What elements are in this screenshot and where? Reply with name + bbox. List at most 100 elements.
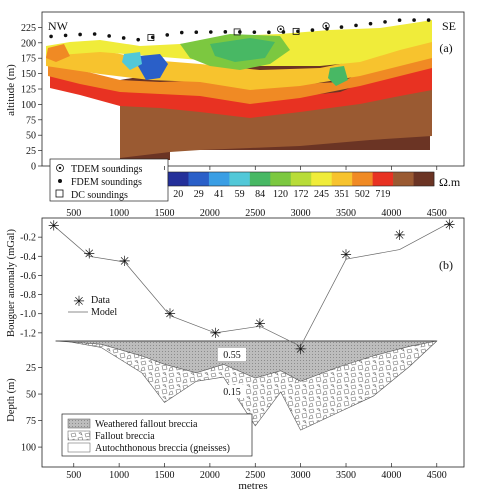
fdem-sounding-marker (136, 37, 140, 42)
resistivity-section (46, 20, 432, 160)
fallout-legend-swatch (67, 430, 91, 441)
panel-a-ylabel: altitude (m) (5, 64, 17, 116)
density-label-015-bg (218, 385, 246, 398)
panel-b-x-tick-label: 3000 (291, 470, 311, 481)
colorbar-tick-label: 172 (294, 189, 309, 200)
panel-a-y-tick-label: 175 (21, 54, 36, 65)
data-series-marker: ✳ (444, 219, 456, 234)
data-series-marker: ✳ (394, 229, 406, 244)
data-series-marker: ✳ (295, 343, 307, 358)
panel-a-y-tick-label: 75 (26, 115, 36, 126)
colorbar: 20 29 41 59 84 120 172 245 351 502 719 Ω.m (167, 171, 461, 200)
fdem-sounding-marker (78, 32, 82, 37)
section-cyan-pocket (122, 52, 142, 70)
panel-b-x-tick-label: 3500 (336, 470, 356, 481)
panel-a-y-tick-label: 50 (26, 131, 36, 142)
tdem-sounding-marker-center (279, 27, 282, 31)
depth-y-tick-label: 25 (26, 363, 36, 374)
data-series-marker: ✳ (254, 317, 266, 332)
panel-a-y-tick-label: 0 (31, 162, 36, 173)
tdem-sounding-marker (277, 25, 285, 33)
panel-b-y-tick-label: -1.2 (20, 328, 36, 339)
sounding-legend: TDEM soundings FDEM soundings DC soundin… (49, 158, 169, 202)
nw-label: NW (48, 19, 69, 33)
fdem-sounding-marker (92, 32, 97, 36)
colorbar-cell (290, 172, 312, 186)
colorbar-tick-label: 20 (173, 189, 183, 200)
fdem-sounding-marker (121, 36, 126, 40)
panel-b-x-tick-label: 4000 (381, 470, 401, 481)
colorbar-cells (167, 171, 435, 187)
panel-b-x-tick-label: 1500 (155, 470, 175, 481)
fdem-sounding-marker (252, 30, 257, 34)
colorbar-cell (249, 172, 271, 186)
data-series-marker: ✳ (83, 247, 95, 262)
panel-a-y-tick-label: 125 (21, 85, 36, 96)
lithology-legend-box (61, 413, 253, 457)
panel-a-x-tick-label: 1000 (109, 208, 129, 219)
colorbar-cell (168, 172, 189, 186)
panel-b: (b) Bouguer anomaly (mGal) Depth (m) -0.… (6, 217, 465, 492)
panel-b-x-tick-label: 2500 (245, 470, 265, 481)
data-series-marker: ✳ (209, 327, 221, 342)
density-label-015: 0.15 (223, 387, 241, 398)
panel-a-x-tick-label: 4500 (427, 208, 447, 219)
data-series-marker: ✳ (340, 248, 352, 263)
panel-b-ylabel: Bouguer anomaly (mGal) (6, 229, 17, 337)
panel-a-y-tick-label: 225 (21, 23, 36, 34)
sounding-markers (49, 18, 431, 42)
colorbar-tick-label: 59 (235, 189, 245, 200)
model-series-line (53, 222, 450, 347)
panel-a-x-tick-label: 4000 (381, 208, 401, 219)
panel-b-label: (b) (439, 258, 453, 272)
depth-y-ticks: 25 50 75 100 (21, 363, 42, 454)
panel-a-y-tick-label: 200 (21, 38, 36, 49)
fdem-sounding-marker (281, 30, 286, 34)
colorbar-cell (311, 172, 332, 186)
panel-a-x-tick-label: 2500 (245, 208, 265, 219)
weathered-breccia-area (55, 340, 437, 382)
fdem-sounding-marker (310, 28, 315, 32)
x-axis-label: metres (238, 480, 267, 492)
colorbar-frame (167, 171, 435, 187)
section-red-band (50, 60, 432, 118)
data-series-marker: ✳ (164, 308, 176, 323)
fdem-sounding-marker (339, 25, 344, 29)
data-legend-icon: ✳ (73, 295, 85, 310)
colorbar-tick-label: 29 (194, 189, 204, 200)
fdem-sounding-marker (107, 34, 111, 38)
panel-b-x-ticks: 500 1000 1500 2000 2500 3000 3500 4000 4500 (66, 463, 447, 481)
fdem-sounding-marker (397, 18, 402, 22)
colorbar-cell (229, 172, 251, 186)
fdem-sounding-marker (179, 30, 184, 35)
fdem-legend-icon (58, 179, 62, 183)
panel-a-y-tick-label: 25 (26, 146, 36, 157)
fdem-sounding-marker (354, 23, 358, 28)
colorbar-tick-label: 719 (375, 189, 390, 200)
fdem-legend-label: FDEM soundings (71, 177, 142, 188)
section-west-lens (46, 44, 70, 62)
colorbar-unit: Ω.m (439, 175, 461, 189)
fdem-sounding-marker (383, 20, 387, 24)
depth-y-tick-label: 50 (26, 390, 36, 401)
weathered-legend-label: Weathered fallout breccia (95, 419, 198, 430)
tdem-legend-icon (56, 164, 64, 172)
section-orange-band (48, 54, 432, 104)
data-series-marker: ✳ (119, 255, 131, 270)
fdem-sounding-marker (267, 30, 271, 35)
tdem-sounding-marker (322, 22, 330, 30)
panel-b-x-tick-label: 500 (66, 470, 81, 481)
fdem-sounding-marker (63, 33, 68, 38)
tdem-legend-icon-center (58, 166, 62, 170)
fdem-sounding-marker (426, 18, 431, 22)
colorbar-tick-label: 120 (273, 189, 288, 200)
colorbar-cell (372, 172, 394, 186)
panel-b-x-tick-label: 1000 (109, 470, 129, 481)
model-legend-label: Model (91, 307, 117, 318)
fdem-sounding-marker (194, 30, 199, 35)
colorbar-cell (393, 172, 414, 186)
panel-b-x-tick-label: 4500 (427, 470, 447, 481)
panel-a-y-tick-label: 150 (21, 69, 36, 80)
panel-a-x-ticks: 500 1000 1500 2000 2500 3000 3500 4000 4500 (66, 166, 447, 219)
